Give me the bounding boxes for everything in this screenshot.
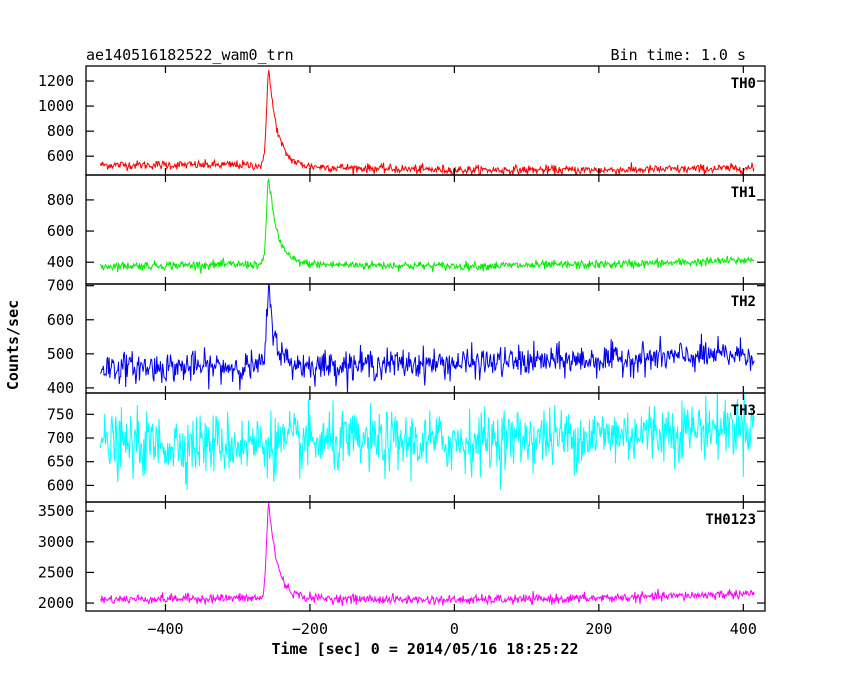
series-line-th0123 bbox=[99, 502, 755, 606]
panel-label-th3: TH3 bbox=[731, 403, 756, 419]
y-tick-label: 700 bbox=[47, 277, 74, 295]
x-tick-label: 0 bbox=[450, 620, 459, 638]
panel-label-th0123: TH0123 bbox=[705, 512, 756, 528]
panel-th2: 400 500 600 700 TH2 bbox=[47, 277, 766, 397]
bin-time-label: Bin time: 1.0 s bbox=[611, 46, 746, 64]
y-tick-label: 600 bbox=[47, 222, 74, 240]
y-tick-label: 600 bbox=[47, 147, 74, 165]
y-tick-label: 750 bbox=[47, 405, 74, 423]
y-tick-label: 650 bbox=[47, 453, 74, 471]
y-tick-label: 1200 bbox=[38, 72, 74, 90]
panel-label-th0: TH0 bbox=[731, 76, 756, 92]
x-axis: −400 −200 0 200 400 bbox=[147, 620, 756, 638]
y-tick-label: 500 bbox=[47, 345, 74, 363]
series-line-th1 bbox=[99, 178, 755, 274]
series-line-th0 bbox=[99, 70, 755, 175]
panel-label-th1: TH1 bbox=[731, 185, 756, 201]
series-line-th2 bbox=[100, 284, 755, 393]
y-axis-label: Counts/sec bbox=[4, 300, 22, 390]
y-tick-label: 400 bbox=[47, 379, 74, 397]
y-tick-label: 2000 bbox=[38, 594, 74, 612]
panel-label-th2: TH2 bbox=[731, 294, 756, 310]
x-tick-label: 200 bbox=[585, 620, 612, 638]
x-axis-label: Time [sec] 0 = 2014/05/16 18:25:22 bbox=[271, 640, 578, 658]
panel-frame bbox=[85, 501, 766, 612]
panel-th1: 400 600 800 TH1 bbox=[47, 174, 766, 285]
y-tick-label: 1000 bbox=[38, 97, 74, 115]
panel-frame bbox=[85, 174, 766, 285]
panel-frame bbox=[85, 65, 766, 176]
panel-th3: 600 650 700 750 TH3 bbox=[47, 392, 766, 503]
panel-th0: 600 800 1000 1200 TH0 bbox=[38, 65, 766, 176]
y-tick-label: 800 bbox=[47, 191, 74, 209]
y-tick-label: 700 bbox=[47, 429, 74, 447]
y-tick-label: 800 bbox=[47, 122, 74, 140]
y-tick-label: 400 bbox=[47, 253, 74, 271]
y-tick-label: 600 bbox=[47, 476, 74, 494]
y-tick-label: 3500 bbox=[38, 502, 74, 520]
panel-th0123: 2000 2500 3000 3500 TH0123 bbox=[38, 501, 766, 612]
source-title: ae140516182522_wam0_trn bbox=[86, 46, 294, 64]
x-tick-label: −400 bbox=[147, 620, 183, 638]
series-line-th3 bbox=[99, 393, 755, 490]
y-tick-label: 600 bbox=[47, 311, 74, 329]
y-tick-label: 3000 bbox=[38, 533, 74, 551]
x-tick-label: 400 bbox=[730, 620, 757, 638]
panels-group: 600 800 1000 1200 TH0 400 600 800 TH1 400 500 600 70… bbox=[38, 65, 766, 612]
y-tick-label: 2500 bbox=[38, 563, 74, 581]
x-tick-label: −200 bbox=[292, 620, 328, 638]
